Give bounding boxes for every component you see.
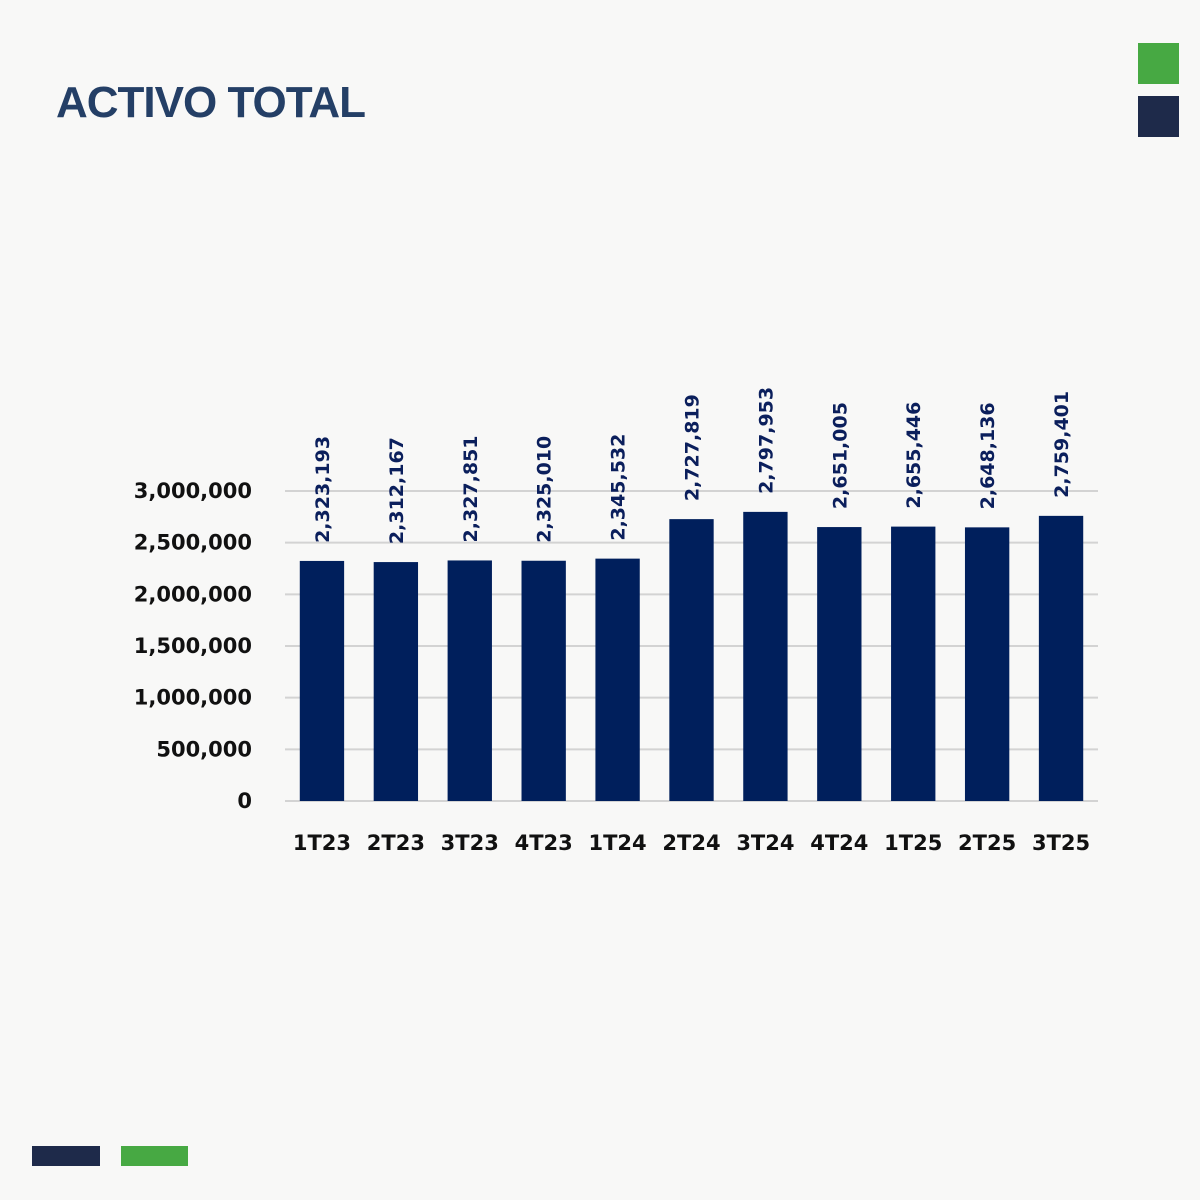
x-axis-category-labels: 1T23 2T23 3T23 4T23 1T24 2T24 3T24 4T24 1T25 2T25…: [293, 831, 1090, 855]
category-label: 2T24: [662, 831, 720, 855]
data-label: 2,325,010: [534, 436, 556, 543]
category-label: 1T24: [589, 831, 647, 855]
bar: [595, 558, 640, 801]
y-tick-label: 1,500,000: [134, 634, 252, 658]
y-tick-label: 1,000,000: [134, 686, 252, 710]
page-title: ACTIVO TOTAL: [56, 78, 366, 127]
navy-bar-decoration: [32, 1146, 100, 1166]
bar: [1038, 515, 1084, 801]
category-label: 3T25: [1032, 831, 1090, 855]
category-label: 4T24: [810, 831, 868, 855]
category-label: 3T23: [441, 831, 499, 855]
data-label: 2,727,819: [682, 394, 704, 501]
green-bar-decoration: [121, 1146, 188, 1166]
data-label: 2,797,953: [755, 387, 777, 494]
bar: [964, 527, 1010, 801]
category-label: 4T23: [515, 831, 573, 855]
bar: [891, 526, 936, 801]
category-label: 1T25: [884, 831, 942, 855]
y-tick-label: 0: [237, 789, 252, 813]
data-label: 2,327,851: [460, 435, 482, 542]
data-label: 2,648,136: [977, 402, 999, 509]
y-tick-label: 2,000,000: [134, 582, 252, 606]
data-label: 2,759,401: [1051, 391, 1073, 498]
category-label: 2T23: [367, 831, 425, 855]
green-square-decoration: [1138, 43, 1179, 84]
bar: [373, 562, 419, 801]
bars: [299, 511, 1084, 801]
bar: [521, 560, 566, 801]
data-labels: 2,323,193 2,312,167 2,327,851 2,325,010 2,34…: [312, 387, 1073, 544]
y-tick-label: 2,500,000: [134, 531, 252, 555]
category-label: 1T23: [293, 831, 351, 855]
bar: [817, 527, 862, 801]
bar: [299, 560, 345, 801]
y-axis-tick-labels: 0 500,000 1,000,000 1,500,000 2,000,000 2,500…: [134, 479, 252, 813]
bar: [743, 511, 788, 801]
navy-square-decoration: [1138, 96, 1179, 137]
data-label: 2,651,005: [829, 402, 851, 509]
bar: [447, 560, 492, 801]
data-label: 2,312,167: [386, 437, 408, 544]
data-label: 2,345,532: [608, 434, 630, 541]
data-label: 2,655,446: [903, 402, 925, 509]
y-tick-label: 3,000,000: [134, 479, 252, 503]
category-label: 2T25: [958, 831, 1016, 855]
category-label: 3T24: [736, 831, 794, 855]
data-label: 2,323,193: [312, 436, 334, 543]
bar: [669, 519, 714, 801]
y-tick-label: 500,000: [156, 737, 252, 761]
